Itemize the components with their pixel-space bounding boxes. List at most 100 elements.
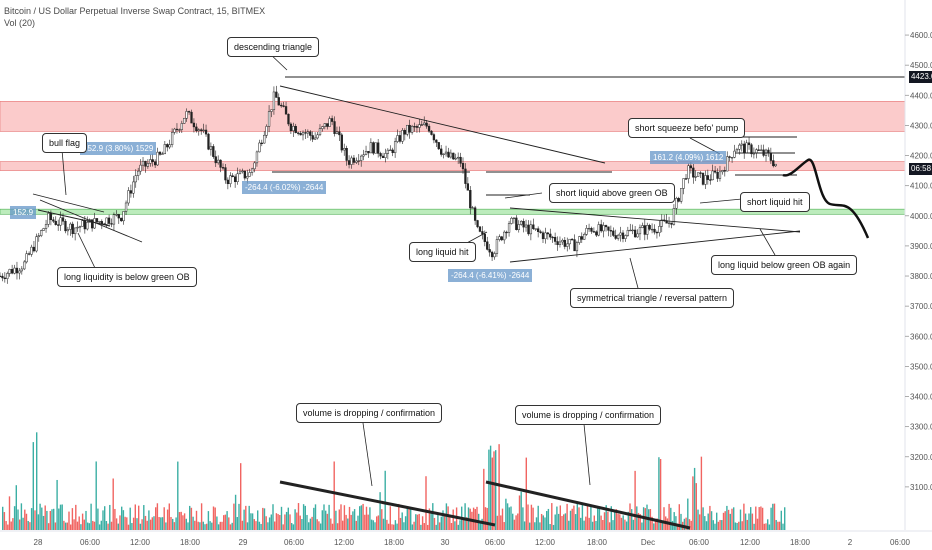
candle-body-92 bbox=[221, 167, 225, 169]
volume-bar-51 bbox=[88, 523, 91, 530]
volume-bar-418 bbox=[712, 520, 714, 530]
candle-body-65 bbox=[156, 151, 159, 166]
candle-body-263 bbox=[636, 233, 639, 238]
candle-body-22 bbox=[52, 219, 55, 222]
candle-body-139 bbox=[335, 131, 339, 134]
candle-body-7 bbox=[15, 267, 19, 274]
volume-bar-172 bbox=[294, 509, 296, 530]
volume-bar-214 bbox=[365, 506, 368, 530]
volume-bar-181 bbox=[309, 518, 312, 530]
candle-body-55 bbox=[132, 181, 135, 194]
volume-bar-10 bbox=[19, 519, 21, 530]
candle-body-229 bbox=[553, 237, 557, 242]
volume-bar-71 bbox=[122, 510, 125, 530]
volume-bar-85 bbox=[146, 520, 148, 530]
trend-drawings bbox=[32, 51, 905, 530]
volume-bar-165 bbox=[282, 524, 284, 530]
candle-body-12 bbox=[27, 253, 31, 255]
candle-body-149 bbox=[360, 155, 363, 161]
volume-bar-84 bbox=[144, 515, 147, 530]
candle-body-205 bbox=[495, 239, 499, 254]
candle-body-240 bbox=[580, 236, 583, 240]
candle-body-319 bbox=[772, 160, 775, 167]
volume-bar-256 bbox=[437, 514, 439, 530]
volume-bar-429 bbox=[731, 508, 733, 530]
volume-bar-123 bbox=[211, 522, 213, 530]
candle-body-159 bbox=[384, 153, 387, 158]
volume-bar-386 bbox=[658, 457, 660, 530]
candle-body-87 bbox=[209, 146, 213, 150]
volume-bar-453 bbox=[772, 503, 774, 530]
candle-body-45 bbox=[107, 217, 111, 224]
volume-bar-16 bbox=[29, 522, 31, 530]
volume-bar-273 bbox=[466, 517, 468, 530]
volume-bar-336 bbox=[573, 505, 575, 530]
volume-bar-93 bbox=[160, 517, 162, 530]
volume-bar-96 bbox=[165, 522, 167, 530]
candle-body-292 bbox=[706, 175, 709, 180]
volume-bar-129 bbox=[221, 521, 223, 530]
volume-bar-92 bbox=[158, 517, 160, 530]
volume-bar-425 bbox=[724, 511, 726, 530]
candle-body-208 bbox=[503, 231, 506, 241]
time-tick-label-5: 06:00 bbox=[284, 538, 305, 547]
candle-body-126 bbox=[304, 132, 307, 134]
volume-bar-83 bbox=[143, 505, 145, 530]
candle-body-36 bbox=[86, 222, 89, 230]
candle-body-185 bbox=[447, 151, 450, 158]
volume-bar-452 bbox=[770, 507, 772, 530]
volume-bar-212 bbox=[362, 503, 364, 530]
candle-body-186 bbox=[449, 152, 453, 158]
volume-bar-128 bbox=[219, 521, 221, 530]
volume-bar-168 bbox=[287, 507, 289, 530]
volume-bar-107 bbox=[183, 513, 186, 530]
volume-bar-258 bbox=[440, 516, 442, 530]
volume-bar-89 bbox=[153, 516, 155, 530]
volume-bar-329 bbox=[561, 515, 563, 530]
volume-bar-262 bbox=[447, 506, 449, 530]
candle-body-125 bbox=[301, 132, 305, 136]
candle-body-63 bbox=[151, 159, 154, 162]
volume-bar-249 bbox=[425, 476, 427, 530]
volume-bar-299 bbox=[510, 506, 512, 530]
candle-body-244 bbox=[590, 227, 593, 232]
price-tick-label-4: 3500.0 bbox=[910, 362, 932, 371]
volume-bar-146 bbox=[250, 513, 252, 530]
volume-bar-359 bbox=[612, 520, 614, 530]
volume-bar-362 bbox=[617, 513, 619, 530]
volume-bar-222 bbox=[379, 492, 381, 530]
candle-body-299 bbox=[723, 170, 726, 172]
volume-bar-428 bbox=[729, 513, 731, 530]
volume-bar-446 bbox=[760, 506, 762, 530]
volume-bar-191 bbox=[326, 513, 329, 530]
volume-bar-54 bbox=[93, 521, 96, 530]
candle-body-1 bbox=[1, 275, 4, 279]
candle-body-288 bbox=[696, 172, 700, 177]
volume-bar-282 bbox=[481, 518, 483, 530]
volume-bar-449 bbox=[765, 523, 767, 530]
candle-body-215 bbox=[520, 221, 523, 225]
price-tick-label-0: 3100.0 bbox=[910, 483, 932, 492]
candle-body-26 bbox=[61, 217, 65, 222]
volume-bar-448 bbox=[763, 523, 765, 530]
volume-bar-349 bbox=[595, 520, 597, 530]
volume-bar-440 bbox=[750, 507, 752, 530]
volume-bar-14 bbox=[25, 513, 28, 530]
volume-bar-70 bbox=[121, 506, 123, 530]
volume-bar-414 bbox=[705, 521, 708, 530]
measure-label-2: 152.9 bbox=[10, 206, 37, 219]
candle-body-57 bbox=[137, 170, 140, 176]
volume-bar-42 bbox=[73, 519, 75, 530]
volume-bar-235 bbox=[401, 512, 403, 530]
candle-body-128 bbox=[309, 131, 312, 136]
volume-bar-120 bbox=[206, 523, 208, 530]
candle-body-106 bbox=[255, 151, 259, 164]
candle-body-23 bbox=[54, 220, 57, 225]
volume-bar-382 bbox=[651, 516, 653, 530]
candle-body-107 bbox=[258, 142, 261, 153]
volume-bar-383 bbox=[653, 523, 655, 530]
volume-bar-358 bbox=[610, 506, 612, 530]
volume-bar-36 bbox=[63, 520, 65, 530]
volume-bar-313 bbox=[534, 522, 536, 530]
candle-body-301 bbox=[728, 156, 731, 158]
